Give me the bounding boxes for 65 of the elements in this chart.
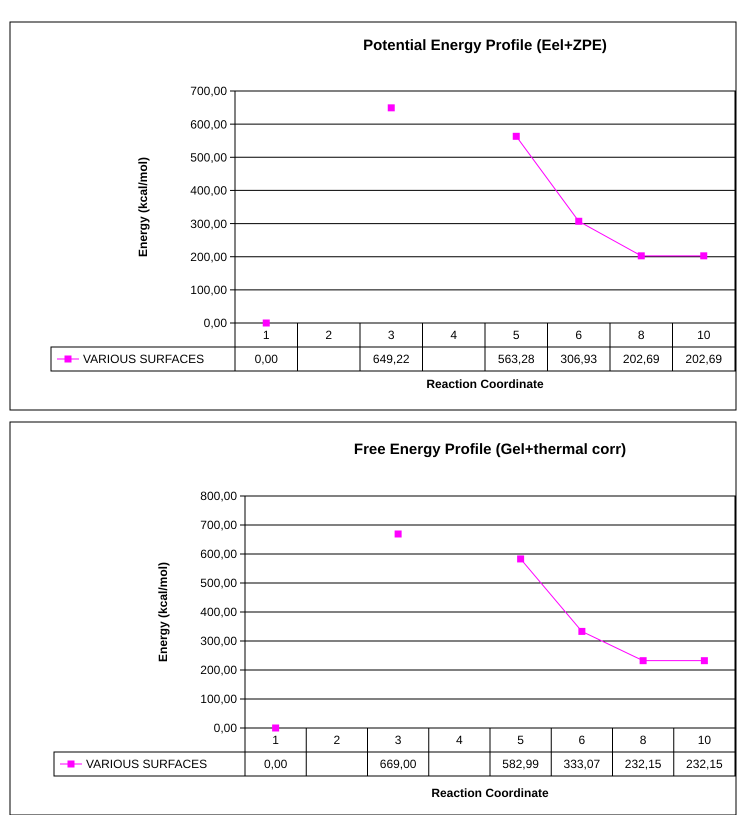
y-tick-label: 200,00 (200, 663, 238, 678)
data-label: 333,07 (564, 757, 601, 772)
point (578, 628, 586, 635)
y-tick-label: 400,00 (190, 184, 228, 198)
x-tick-label: 10 (698, 733, 712, 748)
y-tick-label: 0,00 (214, 721, 238, 736)
point (640, 657, 647, 664)
y-tick-label: 800,00 (200, 489, 238, 504)
point (700, 657, 708, 664)
y-tick-label: 0,00 (204, 316, 228, 330)
x-tick-label: 5 (517, 733, 524, 748)
legend-label: VARIOUS SURFACES (86, 757, 208, 772)
y-tick-label: 500,00 (190, 150, 228, 164)
point (700, 252, 708, 260)
x-tick-label: 3 (388, 328, 395, 342)
point (575, 218, 582, 225)
x-tick-label: 5 (512, 328, 520, 342)
y-tick-label: 700,00 (200, 518, 238, 532)
legend-label: VARIOUS SURFACES (83, 352, 204, 366)
y-axis-title: Energy (kcal/mol) (136, 156, 150, 258)
data-label: 0,00 (254, 352, 278, 366)
x-tick-label: 4 (456, 733, 464, 748)
data-label: 232,15 (624, 757, 662, 772)
point (512, 132, 520, 140)
x-tick-label: 8 (640, 733, 647, 748)
data-label: 306,93 (560, 352, 598, 366)
y-tick-label: 100,00 (190, 283, 228, 298)
x-tick-label: 1 (262, 328, 270, 342)
data-label: 0,00 (264, 757, 288, 772)
data-label: 202,69 (685, 352, 722, 366)
y-axis-title: Energy (kcal/mol) (156, 562, 170, 662)
x-axis-title: Reaction Coordinate (431, 786, 549, 800)
point (272, 724, 280, 732)
x-tick-label: 3 (394, 733, 402, 748)
y-tick-label: 100,00 (200, 692, 238, 706)
x-tick-label: 6 (575, 328, 582, 342)
x-tick-label: 2 (334, 733, 341, 748)
y-tick-label: 300,00 (200, 634, 238, 648)
y-tick-label: 400,00 (200, 605, 238, 620)
x-axis-title: Reaction Coordinate (426, 377, 544, 391)
x-tick-label: 10 (697, 328, 711, 342)
x-tick-label: 1 (272, 733, 280, 748)
point (517, 555, 524, 562)
data-label: 649,22 (372, 352, 410, 366)
data-label: 582,99 (502, 757, 540, 772)
y-tick-label: 600,00 (190, 117, 228, 132)
y-tick-label: 500,00 (200, 576, 238, 590)
point (262, 320, 270, 326)
data-label: 669,00 (380, 757, 417, 772)
data-label: 563,28 (498, 352, 535, 366)
x-tick-label: 6 (578, 733, 586, 748)
y-tick-label: 600,00 (200, 547, 238, 562)
y-tick-label: 300,00 (190, 216, 228, 231)
point (388, 104, 395, 112)
y-tick-label: 700,00 (190, 84, 228, 98)
chart-title: Potential Energy Profile (Eel+ZPE) (363, 37, 607, 54)
point (638, 252, 645, 260)
data-label: 232,15 (686, 757, 724, 772)
data-label: 202,69 (622, 352, 660, 366)
point (394, 530, 402, 538)
x-tick-label: 2 (325, 328, 332, 342)
chart-title: Free Energy Profile (Gel+thermal corr) (354, 441, 626, 458)
y-tick-label: 200,00 (190, 250, 228, 264)
x-tick-label: 8 (638, 328, 645, 342)
x-tick-label: 4 (450, 328, 458, 342)
